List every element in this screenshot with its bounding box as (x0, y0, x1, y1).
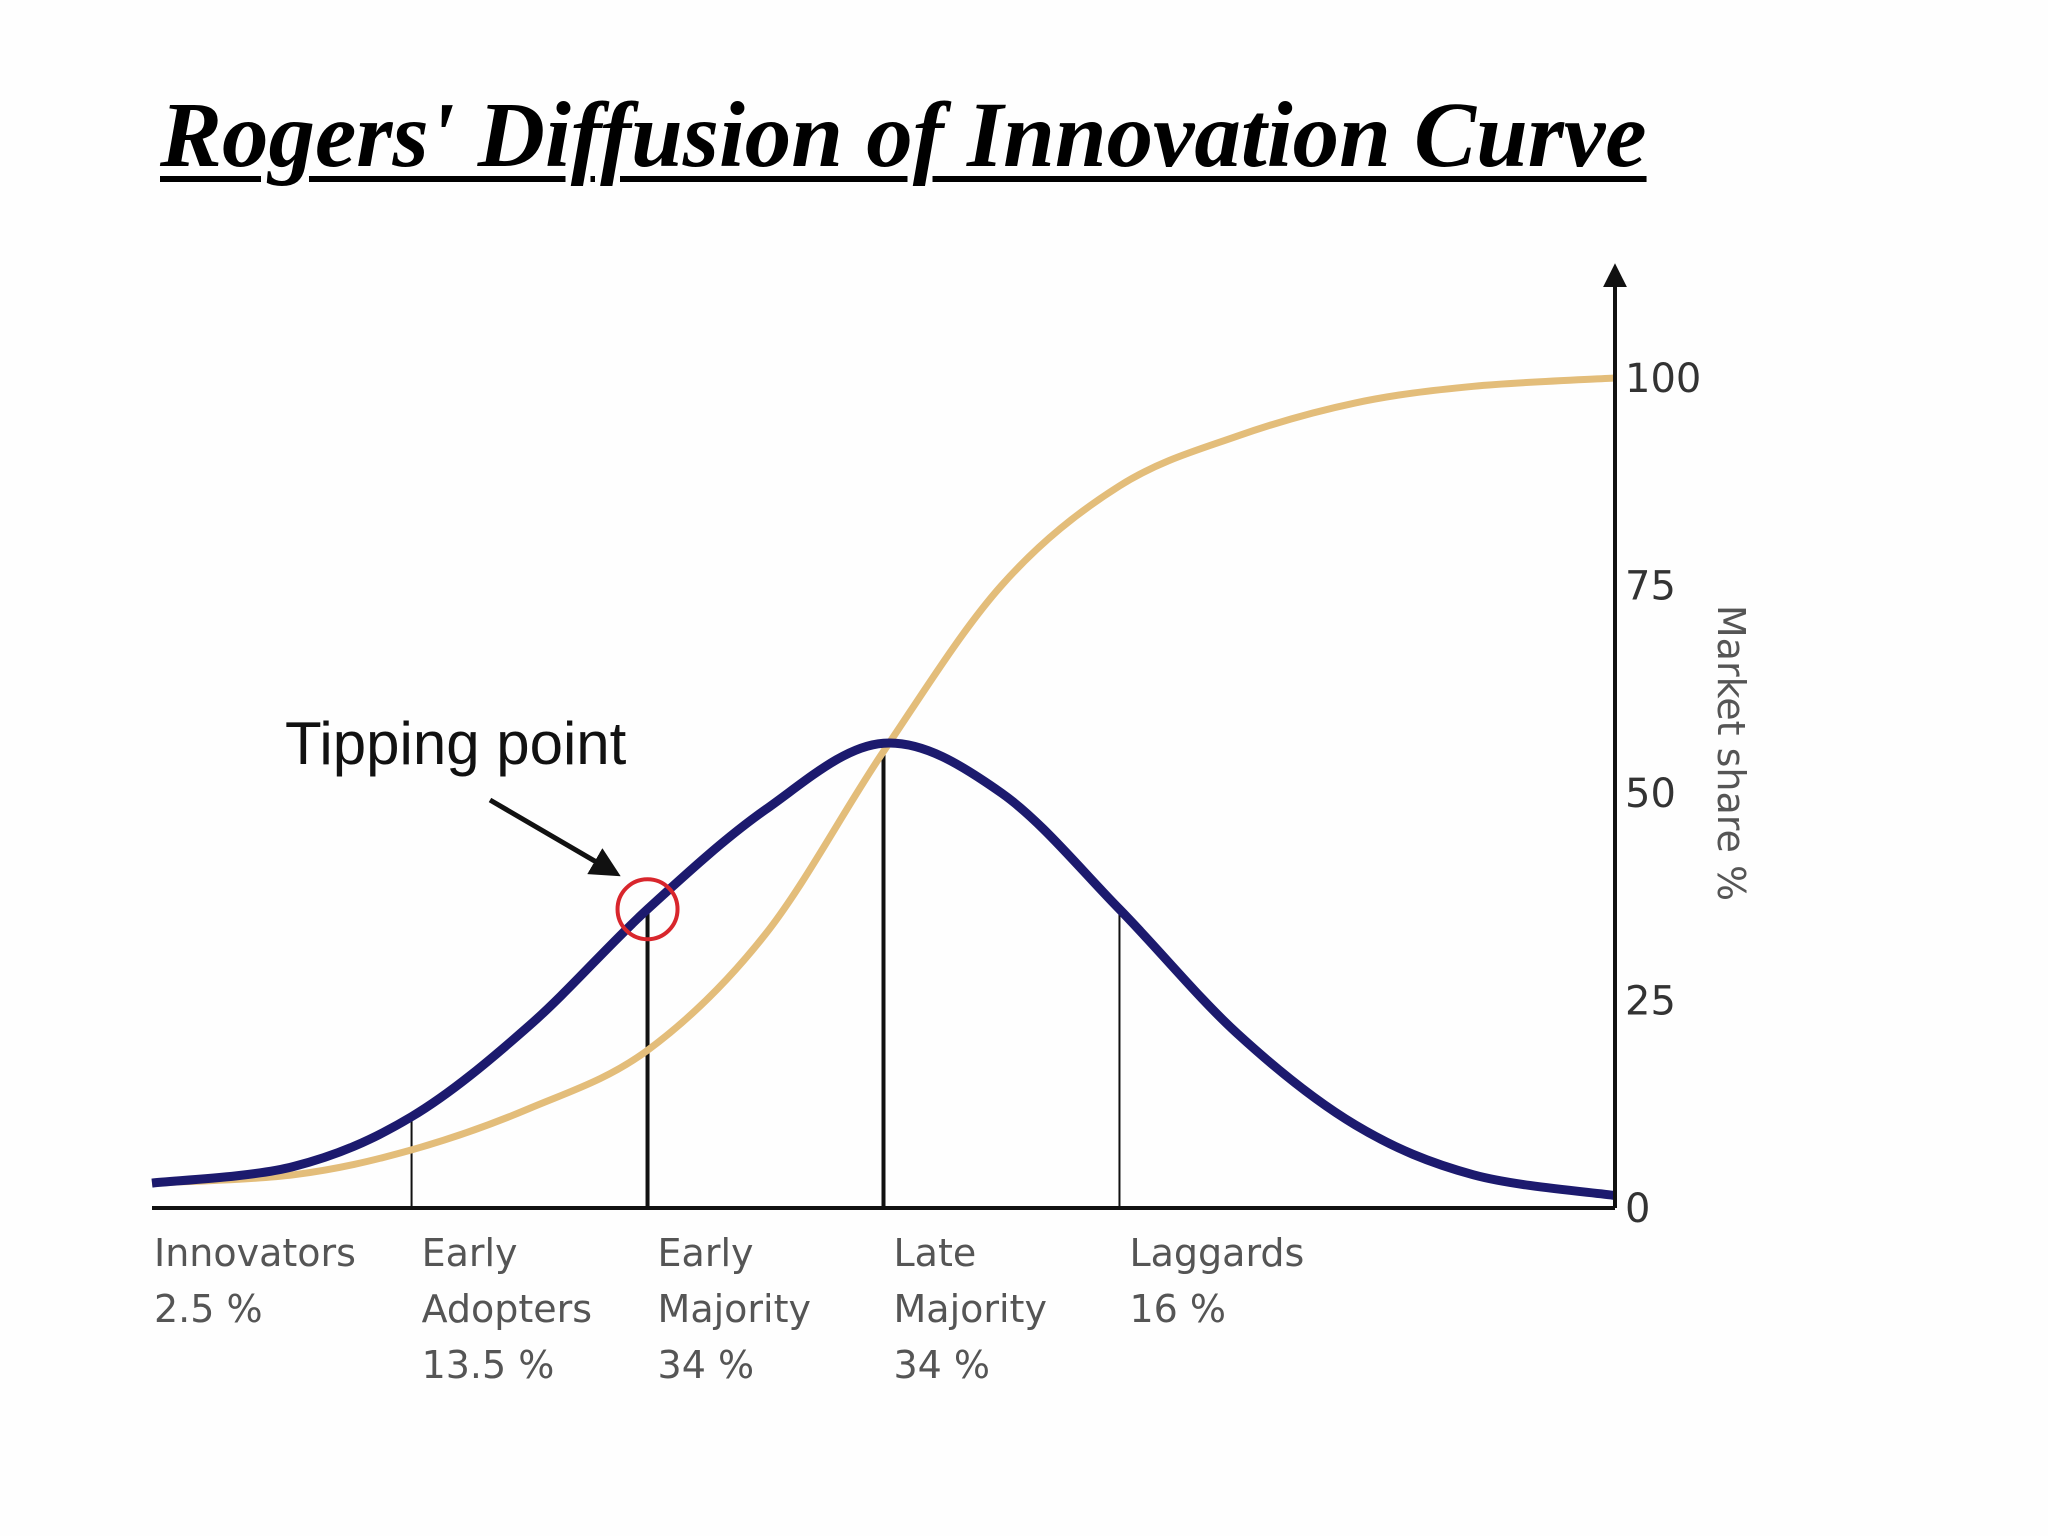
y-tick-label: 50 (1625, 771, 1676, 817)
y-tick-labels: 0 25 50 75 100 (1625, 356, 1701, 1232)
category-labels: Innovators 2.5 % Early Adopters 13.5 % Early M… (154, 1231, 1304, 1387)
category-label-line: Late (894, 1231, 977, 1275)
category-label-line: Early (422, 1231, 518, 1275)
category-label-line: 34 % (894, 1343, 991, 1387)
category-label-line: Early (658, 1231, 754, 1275)
y-tick-label: 100 (1625, 356, 1701, 402)
category-label: Laggards 16 % (1129, 1231, 1304, 1331)
tipping-point-arrow (488, 797, 621, 877)
tipping-point-annotation: Tipping point (285, 710, 680, 942)
category-label-line: 2.5 % (154, 1287, 263, 1331)
category-label: Late Majority 34 % (894, 1231, 1047, 1387)
y-tick-label: 75 (1625, 564, 1676, 610)
category-label-line: Innovators (154, 1231, 356, 1275)
category-label-line: 16 % (1129, 1287, 1226, 1331)
category-label-line: Majority (894, 1287, 1047, 1331)
category-label-line: Adopters (422, 1287, 593, 1331)
cumulative-share-curve (151, 374, 1616, 1187)
y-axis-title: Market share % (1709, 605, 1753, 901)
tipping-point-label: Tipping point (285, 710, 627, 777)
page-title: Rogers' Diffusion of Innovation Curve (160, 84, 1647, 187)
category-label-line: Majority (658, 1287, 811, 1331)
category-label: Early Majority 34 % (658, 1231, 811, 1387)
category-label-line: Laggards (1129, 1231, 1304, 1275)
category-label: Innovators 2.5 % (154, 1231, 356, 1331)
y-tick-label: 0 (1625, 1186, 1650, 1232)
category-label-line: 13.5 % (422, 1343, 555, 1387)
category-label-line: 34 % (658, 1343, 755, 1387)
category-label: Early Adopters 13.5 % (422, 1231, 593, 1387)
adoption-bell-curve (151, 738, 1616, 1201)
y-tick-label: 25 (1625, 979, 1676, 1025)
segment-boundaries (410, 743, 1121, 1208)
tipping-point-circle (615, 877, 680, 942)
